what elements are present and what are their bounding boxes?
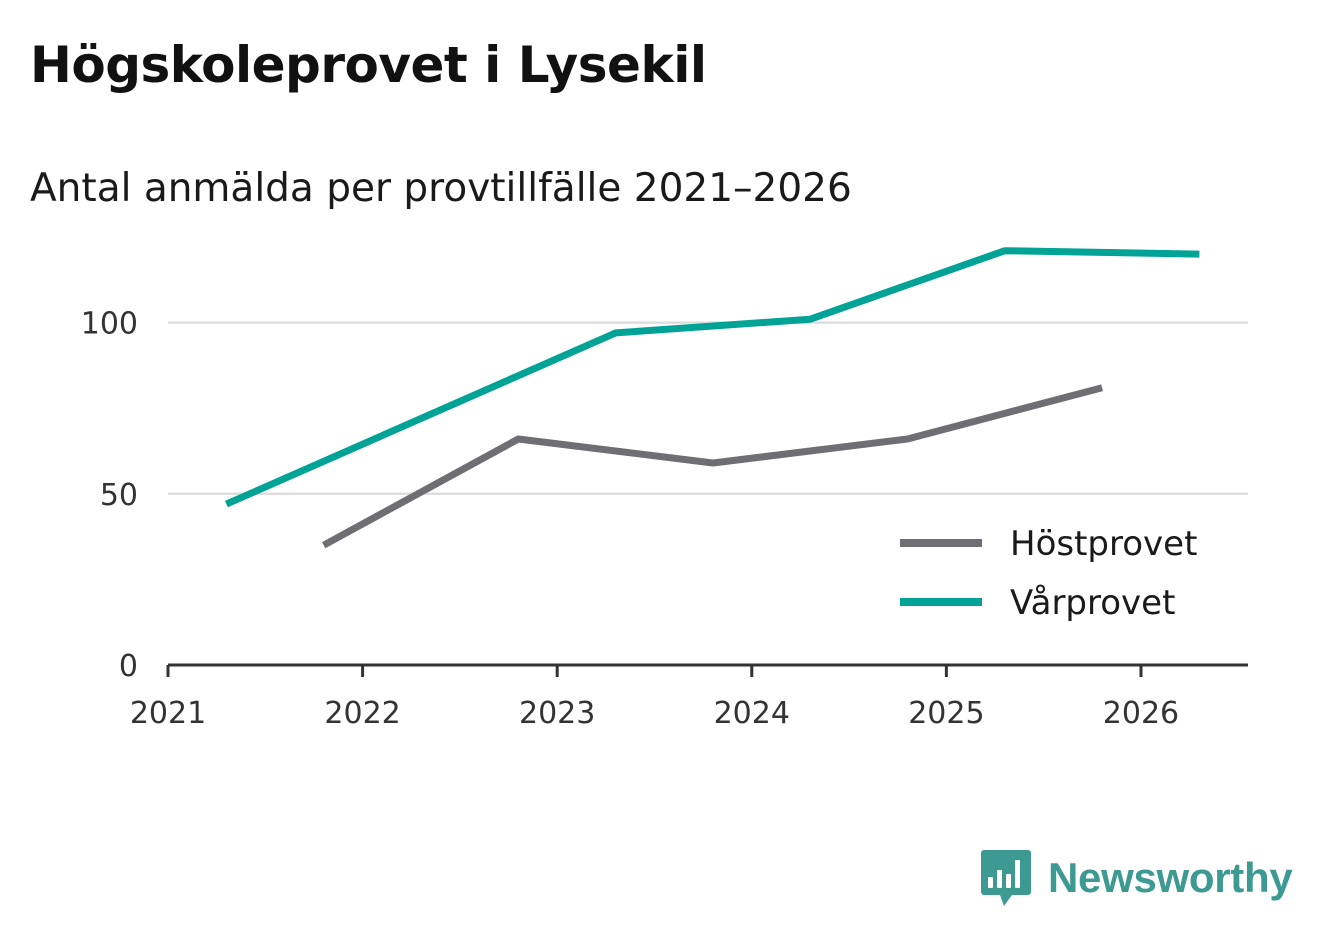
- x-tick-label-2026: 2026: [1103, 696, 1179, 731]
- newsworthy-logo-text: Newsworthy: [1048, 854, 1293, 901]
- x-tick-label-2021: 2021: [130, 696, 206, 731]
- legend-label-1: Vårprovet: [1010, 583, 1175, 623]
- series-line-1: [224, 247, 1200, 508]
- chart-subtitle: Antal anmälda per provtillfälle 2021–202…: [30, 166, 852, 211]
- y-axis-ticks: 0 50 100: [81, 307, 138, 684]
- y-tick-label-0: 0: [119, 649, 138, 684]
- legend: Höstprovet Vårprovet: [888, 522, 1220, 634]
- newsworthy-logo: Newsworthy: [980, 848, 1293, 908]
- y-tick-label-50: 50: [100, 478, 138, 513]
- x-tick-label-2022: 2022: [324, 696, 400, 731]
- chart-title: Högskoleprovet i Lysekil: [30, 36, 707, 94]
- newsworthy-logo-icon: [981, 850, 1031, 906]
- x-tick-label-2023: 2023: [519, 696, 595, 731]
- series-lines: [224, 247, 1200, 549]
- series-line-0: [322, 384, 1103, 549]
- x-axis: 2021 2022 2023 2024 2025 2026: [130, 663, 1248, 731]
- gridlines: [168, 321, 1248, 496]
- legend-label-0: Höstprovet: [1010, 524, 1197, 564]
- y-tick-label-100: 100: [81, 307, 138, 342]
- x-tick-label-2024: 2024: [714, 696, 790, 731]
- x-tick-label-2025: 2025: [908, 696, 984, 731]
